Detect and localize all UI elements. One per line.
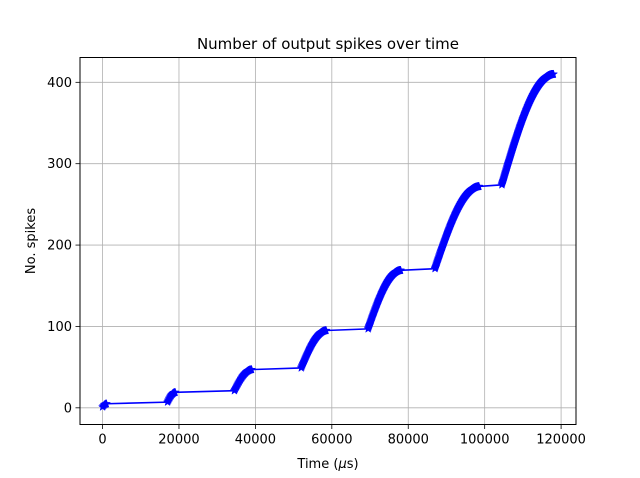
x-axis-label: Time (μs)	[296, 457, 358, 472]
x-tick-label: 20000	[158, 433, 199, 448]
series-blue	[97, 69, 559, 412]
x-tick-label: 60000	[311, 433, 352, 448]
data-point	[246, 364, 257, 374]
y-tick-label: 0	[64, 401, 72, 416]
x-tick-label: 80000	[388, 433, 429, 448]
y-tick-label: 300	[47, 157, 72, 172]
y-axis-label: No. spikes	[24, 208, 39, 274]
data-point	[321, 325, 331, 335]
x-tick-label: 100000	[460, 433, 510, 448]
y-tick-label: 400	[47, 76, 72, 91]
x-tick-label: 0	[98, 433, 106, 448]
data-point	[101, 398, 112, 408]
x-tick-label: 120000	[536, 433, 586, 448]
y-tick-label: 200	[47, 239, 72, 254]
grid	[80, 57, 576, 425]
data-point	[170, 387, 180, 397]
data-point	[548, 69, 559, 79]
y-tick-label: 100	[47, 320, 72, 335]
x-tick-label: 40000	[235, 433, 276, 448]
chart-title: Number of output spikes over time	[197, 35, 459, 53]
data-point	[474, 181, 484, 191]
y-axis-ticks: 0 100 200 300 400	[47, 76, 80, 416]
x-axis-ticks: 0 20000 40000 60000 80000 100000 120000	[98, 424, 586, 448]
data-point	[395, 265, 406, 275]
plot-frame	[79, 57, 577, 425]
